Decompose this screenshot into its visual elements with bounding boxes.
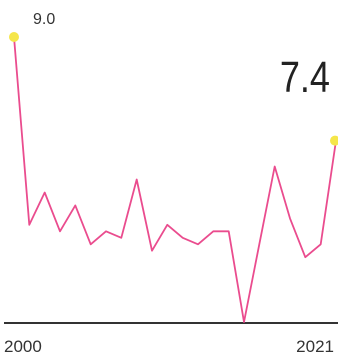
end-point-marker	[330, 135, 338, 146]
start-point-marker	[9, 32, 19, 42]
x-tick-label-first: 2000	[4, 337, 42, 356]
end-value-label: 7.4	[280, 53, 330, 102]
x-tick-label-last: 2021	[296, 337, 334, 356]
series-line	[13, 36, 337, 323]
start-value-label: 9.0	[33, 11, 55, 28]
